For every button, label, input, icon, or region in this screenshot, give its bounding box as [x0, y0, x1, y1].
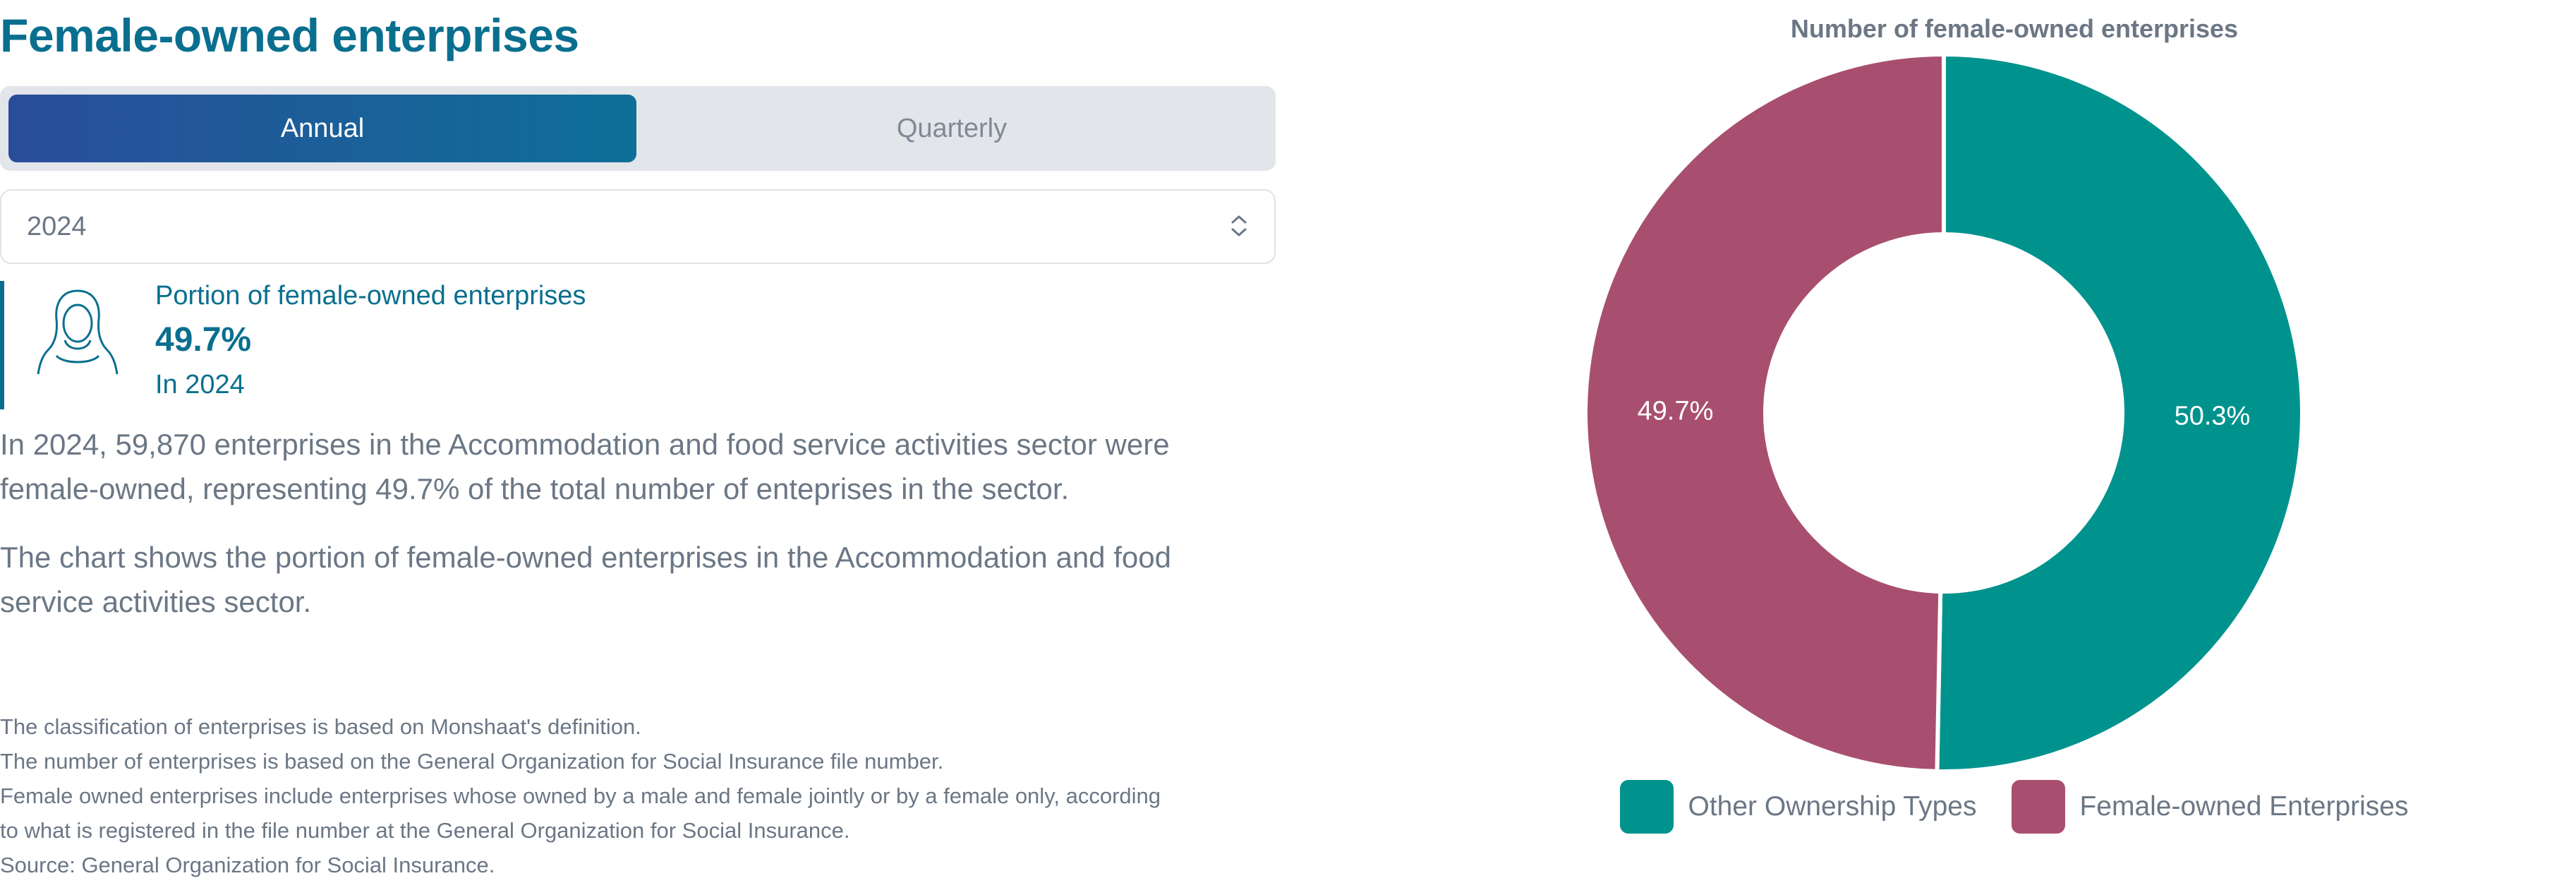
donut-data-label: 49.7% [1638, 396, 1714, 426]
legend-label: Other Ownership Types [1688, 791, 1977, 822]
footnote-line: The classification of enterprises is bas… [0, 714, 641, 739]
footnote-source: Source: General Organization for Social … [0, 853, 495, 877]
tab-quarterly[interactable]: Quarterly [896, 113, 1008, 143]
period-toggle: Annual Quarterly [0, 86, 1276, 171]
description-paragraph-2: The chart shows the portion of female-ow… [0, 541, 1171, 618]
kpi-subtitle: In 2024 [155, 370, 245, 400]
legend-item-other[interactable]: Other Ownership Types [1620, 780, 1976, 834]
kpi-card: Portion of female-owned enterprises 49.7… [0, 281, 710, 409]
description-paragraph-1: In 2024, 59,870 enterprises in the Accom… [0, 428, 1170, 505]
donut-data-label: 50.3% [2175, 402, 2251, 431]
kpi-label: Portion of female-owned enterprises [155, 281, 586, 311]
legend-item-female[interactable]: Female-owned Enterprises [2012, 780, 2409, 834]
donut-chart: 50.3% 49.7% [1583, 52, 2304, 774]
donut-slice-other[interactable] [1935, 52, 2304, 774]
tab-annual[interactable]: Annual [8, 95, 636, 162]
chevron-up-down-icon [1231, 215, 1247, 236]
footnote-line: Female owned enterprises include enterpr… [0, 783, 1161, 808]
female-person-icon [37, 289, 119, 375]
legend-swatch [1620, 780, 1674, 834]
year-select-value: 2024 [27, 211, 87, 241]
footnote-line: The number of enterprises is based on th… [0, 749, 944, 774]
kpi-value: 49.7% [155, 321, 252, 359]
page-title: Female-owned enterprises [0, 9, 579, 61]
chart-panel: Number of female-owned enterprises 50.3%… [1453, 0, 2575, 883]
legend-swatch [2012, 780, 2066, 834]
footnotes: The classification of enterprises is bas… [0, 709, 1277, 882]
chart-legend: Other Ownership Types Female-owned Enter… [1453, 780, 2575, 834]
year-select[interactable]: 2024 [0, 189, 1276, 264]
legend-label: Female-owned Enterprises [2079, 791, 2409, 822]
left-panel: Female-owned enterprises Annual Quarterl… [0, 0, 1277, 883]
donut-slice-female[interactable] [1583, 52, 1946, 774]
footnote-line: to what is registered in the file number… [0, 818, 850, 843]
chart-title: Number of female-owned enterprises [1790, 14, 2239, 43]
